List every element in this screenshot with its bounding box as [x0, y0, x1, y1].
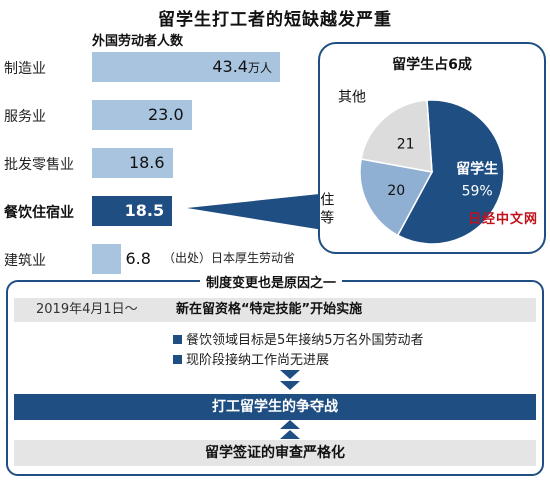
- pie-category-label: 人员等: [320, 209, 334, 226]
- pie-panel: 59% 留学生 20 永住人员等 21 其他 留学生占6成: [318, 42, 546, 254]
- bar-value-label: 23.0: [148, 105, 184, 124]
- bar: [92, 148, 173, 178]
- pie-slice: [396, 99, 505, 245]
- bullet-item: 现阶段接纳工作尚无进展: [173, 349, 329, 368]
- bar: [92, 244, 122, 274]
- date-row: 2019年4月1日～ 新在留资格“特定技能”开始实施: [14, 298, 536, 322]
- bar-value-label: 18.5: [124, 201, 165, 220]
- bullet-square-icon: [173, 335, 182, 344]
- watermark: 日经中文网: [468, 212, 539, 227]
- bar-category-label: 制造业: [4, 61, 46, 77]
- bar: [92, 52, 280, 82]
- pie-value-label: 21: [397, 136, 415, 152]
- pie-category-label: 永住: [320, 192, 334, 208]
- effective-date: 2019年4月1日～: [36, 302, 138, 317]
- pie-value-label: 20: [387, 183, 405, 199]
- bar-value-label: 18.6: [128, 153, 165, 172]
- pie-chart: 59% 留学生 20 永住人员等 21 其他: [320, 89, 505, 245]
- pie-category-label: 其他: [338, 89, 366, 105]
- bar-category-label: 服务业: [4, 109, 46, 125]
- down-arrow-icon: [280, 370, 300, 390]
- bullet-text: 现阶段接纳工作尚无进展: [186, 353, 330, 368]
- bar-unit-label: 万人: [247, 61, 272, 75]
- bar: [92, 100, 192, 130]
- bar-value-label: 43.4万人: [212, 57, 272, 76]
- policy-box-title: 制度变更也是原因之一: [200, 272, 343, 291]
- pie-category-label: 留学生: [456, 161, 498, 178]
- up-arrow-icon: [280, 420, 300, 439]
- visa-banner: 留学签证的审查严格化: [14, 440, 536, 466]
- connector-wedge: [187, 191, 348, 234]
- source-note: （出处）日本厚生劳动省: [163, 251, 296, 265]
- competition-banner: 打工留学生的争夺战: [14, 394, 536, 420]
- pie-title: 留学生占6成: [392, 57, 472, 73]
- pie-slice: [360, 99, 433, 173]
- bar-category-label: 餐饮住宿业: [4, 205, 74, 221]
- policy-headline: 新在留资格“特定技能”开始实施: [176, 302, 363, 317]
- bullet-text: 餐饮领域目标是5年接纳5万名外国劳动者: [186, 333, 424, 348]
- bullet-item: 餐饮领域目标是5年接纳5万名外国劳动者: [173, 329, 424, 348]
- pie-value-label: 59%: [462, 184, 493, 200]
- bar-category-label: 建筑业: [4, 253, 46, 269]
- bar-chart-subtitle: 外国劳动者人数: [92, 34, 184, 49]
- bar-value-label: 6.8: [125, 249, 151, 268]
- bar: [92, 196, 173, 226]
- bullet-square-icon: [173, 355, 182, 364]
- chart-title: 留学生打工者的短缺越发严重: [158, 10, 392, 30]
- pie-slice: [359, 158, 434, 237]
- bar-category-label: 批发零售业: [4, 157, 74, 173]
